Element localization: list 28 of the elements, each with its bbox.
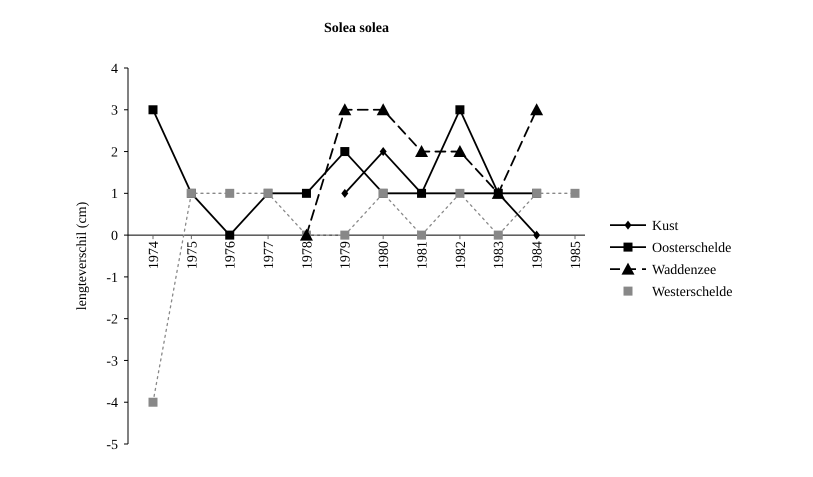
y-tick-label: -4: [106, 396, 118, 412]
x-tick-label: 1976: [224, 241, 239, 270]
y-axis-title: lengteverschil (cm): [75, 201, 90, 310]
x-tick-label: 1982: [454, 241, 469, 270]
y-tick-label: 0: [111, 229, 118, 244]
legend-label: Kust: [652, 219, 679, 234]
legend-label: Waddenzee: [652, 263, 716, 278]
chart-title: Solea solea: [324, 21, 389, 36]
y-tick-label: -2: [106, 312, 118, 328]
legend-label: Oosterschelde: [652, 241, 732, 256]
y-tick-label: 3: [111, 104, 118, 119]
x-tick-label: 1981: [415, 241, 430, 270]
y-tick-label: 1: [111, 187, 118, 202]
x-tick-label: 1979: [338, 241, 354, 270]
y-tick-label: -1: [106, 270, 118, 286]
y-tick-label: 2: [111, 145, 118, 160]
x-tick-label: 1977: [262, 241, 277, 270]
legend-label: Westerschelde: [652, 285, 732, 300]
x-tick-label: 1984: [530, 241, 546, 270]
y-tick-label: 4: [111, 62, 118, 77]
x-tick-label: 1978: [300, 241, 316, 270]
y-tick-label: -5: [106, 438, 118, 453]
x-tick-label: 1975: [185, 241, 200, 270]
x-tick-label: 1985: [568, 241, 584, 270]
x-tick-label: 1980: [377, 241, 392, 270]
y-tick-label: -3: [106, 354, 118, 370]
x-tick-label: 1983: [492, 241, 508, 270]
x-tick-label: 1974: [146, 241, 162, 270]
